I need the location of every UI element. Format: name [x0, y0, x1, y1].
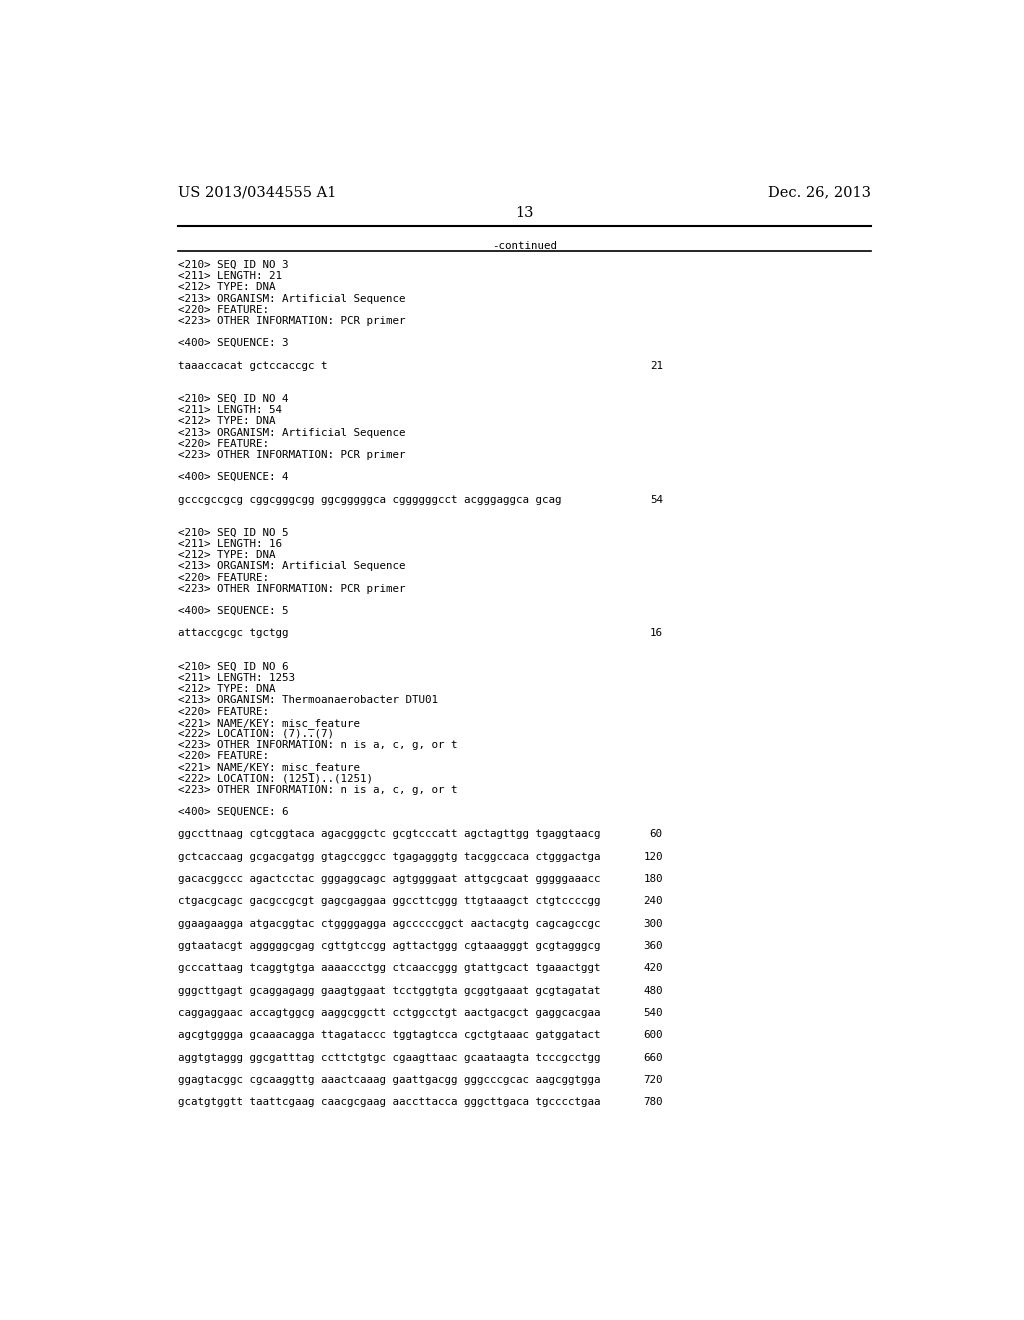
Text: <212> TYPE: DNA: <212> TYPE: DNA	[178, 416, 275, 426]
Text: <220> FEATURE:: <220> FEATURE:	[178, 305, 269, 314]
Text: <213> ORGANISM: Artificial Sequence: <213> ORGANISM: Artificial Sequence	[178, 293, 406, 304]
Text: <220> FEATURE:: <220> FEATURE:	[178, 706, 269, 717]
Text: 420: 420	[643, 964, 663, 973]
Text: <211> LENGTH: 1253: <211> LENGTH: 1253	[178, 673, 295, 684]
Text: <212> TYPE: DNA: <212> TYPE: DNA	[178, 684, 275, 694]
Text: US 2013/0344555 A1: US 2013/0344555 A1	[178, 185, 337, 199]
Text: <223> OTHER INFORMATION: PCR primer: <223> OTHER INFORMATION: PCR primer	[178, 315, 406, 326]
Text: <222> LOCATION: (7)..(7): <222> LOCATION: (7)..(7)	[178, 729, 335, 739]
Text: 720: 720	[643, 1074, 663, 1085]
Text: <210> SEQ ID NO 3: <210> SEQ ID NO 3	[178, 260, 289, 271]
Text: 360: 360	[643, 941, 663, 952]
Text: <221> NAME/KEY: misc_feature: <221> NAME/KEY: misc_feature	[178, 718, 360, 729]
Text: aggtgtaggg ggcgatttag ccttctgtgc cgaagttaac gcaataagta tcccgcctgg: aggtgtaggg ggcgatttag ccttctgtgc cgaagtt…	[178, 1053, 601, 1063]
Text: <400> SEQUENCE: 6: <400> SEQUENCE: 6	[178, 807, 289, 817]
Text: 120: 120	[643, 851, 663, 862]
Text: caggaggaac accagtggcg aaggcggctt cctggcctgt aactgacgct gaggcacgaa: caggaggaac accagtggcg aaggcggctt cctggcc…	[178, 1008, 601, 1018]
Text: <400> SEQUENCE: 4: <400> SEQUENCE: 4	[178, 473, 289, 482]
Text: <220> FEATURE:: <220> FEATURE:	[178, 573, 269, 582]
Text: 13: 13	[515, 206, 535, 220]
Text: <212> TYPE: DNA: <212> TYPE: DNA	[178, 282, 275, 292]
Text: <211> LENGTH: 16: <211> LENGTH: 16	[178, 539, 283, 549]
Text: <213> ORGANISM: Artificial Sequence: <213> ORGANISM: Artificial Sequence	[178, 561, 406, 572]
Text: gcccgccgcg cggcgggcgg ggcgggggca cggggggcct acgggaggca gcag: gcccgccgcg cggcgggcgg ggcgggggca cgggggg…	[178, 495, 562, 504]
Text: 540: 540	[643, 1008, 663, 1018]
Text: <222> LOCATION: (1251)..(1251): <222> LOCATION: (1251)..(1251)	[178, 774, 374, 784]
Text: 16: 16	[650, 628, 663, 639]
Text: 240: 240	[643, 896, 663, 907]
Text: <221> NAME/KEY: misc_feature: <221> NAME/KEY: misc_feature	[178, 763, 360, 774]
Text: gctcaccaag gcgacgatgg gtagccggcc tgagagggtg tacggccaca ctgggactga: gctcaccaag gcgacgatgg gtagccggcc tgagagg…	[178, 851, 601, 862]
Text: gcatgtggtt taattcgaag caacgcgaag aaccttacca gggcttgaca tgcccctgaa: gcatgtggtt taattcgaag caacgcgaag aacctta…	[178, 1097, 601, 1107]
Text: Dec. 26, 2013: Dec. 26, 2013	[768, 185, 871, 199]
Text: -continued: -continued	[493, 240, 557, 251]
Text: <211> LENGTH: 54: <211> LENGTH: 54	[178, 405, 283, 416]
Text: <213> ORGANISM: Artificial Sequence: <213> ORGANISM: Artificial Sequence	[178, 428, 406, 437]
Text: <213> ORGANISM: Thermoanaerobacter DTU01: <213> ORGANISM: Thermoanaerobacter DTU01	[178, 696, 438, 705]
Text: ggaagaagga atgacggtac ctggggagga agcccccggct aactacgtg cagcagccgc: ggaagaagga atgacggtac ctggggagga agccccc…	[178, 919, 601, 929]
Text: <223> OTHER INFORMATION: PCR primer: <223> OTHER INFORMATION: PCR primer	[178, 583, 406, 594]
Text: <400> SEQUENCE: 3: <400> SEQUENCE: 3	[178, 338, 289, 348]
Text: 300: 300	[643, 919, 663, 929]
Text: <223> OTHER INFORMATION: n is a, c, g, or t: <223> OTHER INFORMATION: n is a, c, g, o…	[178, 741, 458, 750]
Text: 600: 600	[643, 1031, 663, 1040]
Text: gcccattaag tcaggtgtga aaaaccctgg ctcaaccggg gtattgcact tgaaactggt: gcccattaag tcaggtgtga aaaaccctgg ctcaacc…	[178, 964, 601, 973]
Text: 21: 21	[650, 360, 663, 371]
Text: 780: 780	[643, 1097, 663, 1107]
Text: <210> SEQ ID NO 4: <210> SEQ ID NO 4	[178, 395, 289, 404]
Text: <212> TYPE: DNA: <212> TYPE: DNA	[178, 550, 275, 560]
Text: gggcttgagt gcaggagagg gaagtggaat tcctggtgta gcggtgaaat gcgtagatat: gggcttgagt gcaggagagg gaagtggaat tcctggt…	[178, 986, 601, 995]
Text: 54: 54	[650, 495, 663, 504]
Text: 480: 480	[643, 986, 663, 995]
Text: agcgtgggga gcaaacagga ttagataccc tggtagtcca cgctgtaaac gatggatact: agcgtgggga gcaaacagga ttagataccc tggtagt…	[178, 1031, 601, 1040]
Text: taaaccacat gctccaccgc t: taaaccacat gctccaccgc t	[178, 360, 328, 371]
Text: <211> LENGTH: 21: <211> LENGTH: 21	[178, 271, 283, 281]
Text: attaccgcgc tgctgg: attaccgcgc tgctgg	[178, 628, 289, 639]
Text: <220> FEATURE:: <220> FEATURE:	[178, 751, 269, 762]
Text: ctgacgcagc gacgccgcgt gagcgaggaa ggccttcggg ttgtaaagct ctgtccccgg: ctgacgcagc gacgccgcgt gagcgaggaa ggccttc…	[178, 896, 601, 907]
Text: <210> SEQ ID NO 6: <210> SEQ ID NO 6	[178, 663, 289, 672]
Text: ggagtacggc cgcaaggttg aaactcaaag gaattgacgg gggcccgcac aagcggtgga: ggagtacggc cgcaaggttg aaactcaaag gaattga…	[178, 1074, 601, 1085]
Text: 60: 60	[650, 829, 663, 840]
Text: gacacggccc agactcctac gggaggcagc agtggggaat attgcgcaat gggggaaacc: gacacggccc agactcctac gggaggcagc agtgggg…	[178, 874, 601, 884]
Text: ggccttnaag cgtcggtaca agacgggctc gcgtcccatt agctagttgg tgaggtaacg: ggccttnaag cgtcggtaca agacgggctc gcgtccc…	[178, 829, 601, 840]
Text: <223> OTHER INFORMATION: n is a, c, g, or t: <223> OTHER INFORMATION: n is a, c, g, o…	[178, 785, 458, 795]
Text: <400> SEQUENCE: 5: <400> SEQUENCE: 5	[178, 606, 289, 616]
Text: <210> SEQ ID NO 5: <210> SEQ ID NO 5	[178, 528, 289, 539]
Text: <223> OTHER INFORMATION: PCR primer: <223> OTHER INFORMATION: PCR primer	[178, 450, 406, 459]
Text: <220> FEATURE:: <220> FEATURE:	[178, 438, 269, 449]
Text: 660: 660	[643, 1053, 663, 1063]
Text: ggtaatacgt agggggcgag cgttgtccgg agttactggg cgtaaagggt gcgtagggcg: ggtaatacgt agggggcgag cgttgtccgg agttact…	[178, 941, 601, 952]
Text: 180: 180	[643, 874, 663, 884]
